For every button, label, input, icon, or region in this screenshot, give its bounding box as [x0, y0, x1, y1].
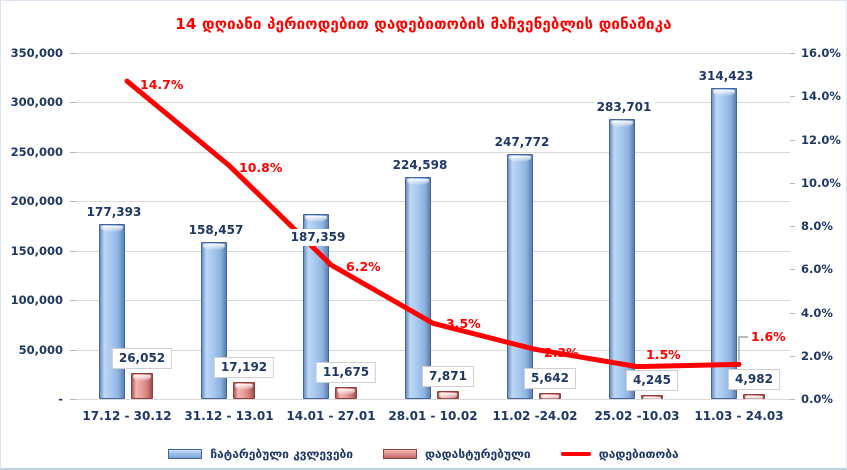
bar-value-label: 177,393 — [83, 203, 145, 221]
legend-item: დადებითობა — [560, 447, 679, 461]
bar-value-label: 247,772 — [491, 134, 553, 152]
secondary-axis-label: 16.0% — [801, 46, 841, 60]
right-axis-tick — [790, 139, 795, 141]
left-axis-tick — [70, 102, 76, 104]
x-axis-label: 11.03 - 24.03 — [694, 409, 784, 423]
left-axis-tick — [70, 151, 76, 153]
line-value-label: 3.5% — [446, 316, 481, 332]
secondary-axis-label: 12.0% — [801, 132, 841, 147]
legend-item: ჩატარებული კვლევები — [168, 447, 353, 461]
y-axis-label: 100,000 — [10, 293, 63, 308]
secondary-axis-label: 4.0% — [801, 305, 833, 320]
y-axis-label: 200,000 — [10, 194, 63, 209]
bar-confirmed — [539, 393, 561, 401]
secondary-axis-label: 0.0% — [801, 392, 833, 406]
bar-confirmed — [641, 394, 663, 404]
x-axis-label: 17.12 - 30.12 — [82, 409, 172, 423]
y-axis-label: 150,000 — [10, 243, 63, 258]
secondary-axis-label: 6.0% — [801, 262, 833, 277]
left-axis-tick — [70, 201, 76, 203]
gridline — [76, 201, 790, 203]
bar-value-label: 4,245 — [626, 369, 678, 391]
bar-conducted — [98, 223, 125, 399]
bar-value-label: 26,052 — [111, 348, 173, 370]
left-axis-tick — [70, 53, 76, 54]
bar-value-label: 283,701 — [593, 98, 655, 116]
secondary-axis-label: 8.0% — [801, 219, 833, 233]
legend-swatch-conducted-icon — [168, 449, 203, 459]
chart-title: 14 დღიანი პერიოდებით დადებითობის მაჩვენე… — [175, 15, 672, 33]
gridline — [76, 349, 790, 351]
bar-confirmed — [335, 387, 357, 399]
bar-value-label: 187,359 — [287, 228, 349, 246]
line-value-label: 1.5% — [646, 346, 681, 362]
line-value-label: 1.6% — [751, 329, 786, 345]
right-axis-tick — [790, 355, 795, 357]
bar-conducted — [506, 154, 533, 399]
bar-value-label: 314,423 — [695, 68, 757, 86]
y-axis-label: 350,000 — [10, 46, 63, 60]
bar-confirmed — [743, 394, 765, 402]
secondary-axis-label: 10.0% — [801, 175, 841, 190]
right-axis-tick — [790, 269, 795, 271]
secondary-axis-label: 2.0% — [801, 348, 833, 363]
right-axis-tick — [790, 226, 795, 227]
line-value-label: 14.7% — [140, 77, 184, 93]
y-axis-label: 250,000 — [10, 144, 63, 159]
legend-label: დადასტურებული — [425, 447, 531, 461]
line-value-label: 2.3% — [544, 345, 579, 361]
right-axis-tick — [790, 53, 795, 54]
bar-value-label: 158,457 — [185, 222, 247, 240]
left-axis-tick — [70, 250, 76, 252]
bar-value-label: 17,192 — [213, 357, 275, 378]
gridline — [76, 151, 790, 153]
x-axis-label: 14.01 - 27.01 — [286, 409, 376, 423]
left-axis-tick — [70, 300, 76, 302]
right-axis-tick — [790, 312, 795, 314]
gridline — [76, 300, 790, 302]
bar-value-label: 7,871 — [422, 366, 474, 388]
legend-label: ჩატარებული კვლევები — [210, 447, 353, 461]
y-axis-label: - — [58, 392, 63, 406]
gridline — [76, 399, 790, 400]
bar-conducted — [608, 118, 635, 399]
line-value-label: 10.8% — [239, 160, 283, 176]
left-axis-tick — [70, 399, 76, 400]
secondary-axis-label: 14.0% — [801, 89, 841, 104]
bar-value-label: 11,675 — [315, 362, 377, 384]
gridline — [76, 250, 790, 252]
legend-swatch-positivity-icon — [560, 451, 591, 457]
bar-confirmed — [233, 382, 255, 399]
x-axis-label: 28.01 - 10.02 — [388, 409, 478, 423]
bar-confirmed — [437, 391, 459, 399]
x-axis-label: 11.02 -24.02 — [492, 409, 578, 423]
bar-confirmed — [131, 373, 153, 399]
y-axis-label: 300,000 — [10, 95, 63, 110]
legend: ჩატარებული კვლევები დადასტურებული დადებითო… — [1, 441, 846, 467]
x-axis-label: 25.02 -10.03 — [594, 409, 680, 423]
right-axis-tick — [790, 399, 795, 400]
right-axis-tick — [790, 96, 795, 98]
x-axis-label: 31.12 - 13.01 — [184, 409, 274, 423]
legend-swatch-confirmed-icon — [383, 449, 417, 459]
gridline — [76, 102, 790, 104]
left-axis-tick — [70, 349, 76, 351]
gridline — [76, 53, 790, 54]
line-value-label: 6.2% — [346, 258, 381, 274]
bar-value-label: 224,598 — [389, 156, 451, 174]
y-axis-label: 50,000 — [18, 342, 63, 357]
bar-conducted — [710, 88, 737, 399]
legend-label: დადებითობა — [598, 447, 679, 461]
legend-item: დადასტურებული — [383, 447, 531, 461]
bar-value-label: 5,642 — [524, 368, 576, 390]
right-axis-tick — [790, 182, 795, 184]
bar-value-label: 4,982 — [728, 369, 780, 391]
